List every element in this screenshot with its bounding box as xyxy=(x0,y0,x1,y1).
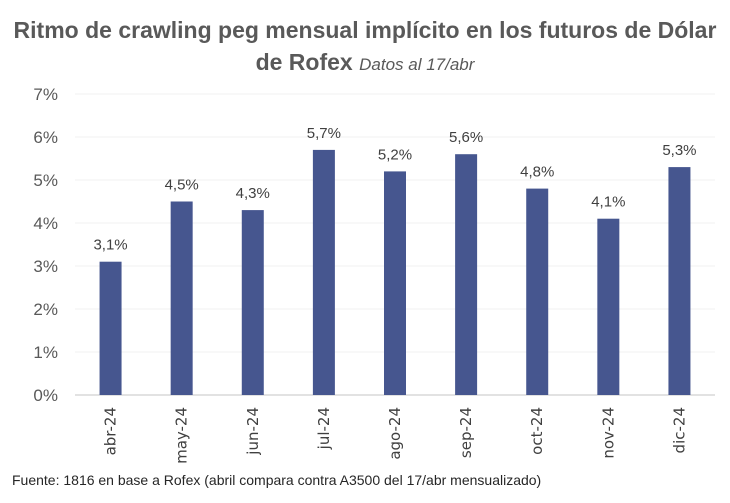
bar xyxy=(99,261,122,395)
chart-title-text: Ritmo de crawling peg mensual implícito … xyxy=(13,17,717,75)
bar xyxy=(241,210,264,395)
y-tick-label: 6% xyxy=(33,128,58,147)
x-tick-label: sep-24 xyxy=(457,407,475,458)
data-label: 4,5% xyxy=(165,177,199,194)
x-tick-label: ago-24 xyxy=(386,407,404,460)
bar xyxy=(526,188,549,395)
y-tick-label: 3% xyxy=(33,257,58,276)
bar xyxy=(597,218,620,395)
x-tick-label: jul-24 xyxy=(315,407,333,450)
x-tick-label: dic-24 xyxy=(670,407,688,453)
data-label: 5,7% xyxy=(307,125,341,142)
bar xyxy=(668,167,691,395)
y-tick-label: 2% xyxy=(33,300,58,319)
bar xyxy=(455,154,478,395)
y-tick-label: 0% xyxy=(33,386,58,405)
data-label: 5,2% xyxy=(378,146,412,163)
source-note: Fuente: 1816 en base a Rofex (abril comp… xyxy=(12,472,542,488)
y-tick-label: 4% xyxy=(33,214,58,233)
data-label: 5,3% xyxy=(662,142,696,159)
x-tick-label: may-24 xyxy=(173,407,191,464)
y-tick-label: 5% xyxy=(33,171,58,190)
bar xyxy=(384,171,406,395)
x-tick-label: oct-24 xyxy=(528,407,546,455)
x-tick-label: jun-24 xyxy=(244,407,262,456)
y-tick-label: 1% xyxy=(33,343,58,362)
x-tick-label: nov-24 xyxy=(599,407,617,459)
data-label: 4,1% xyxy=(591,194,625,211)
y-tick-label: 7% xyxy=(33,85,58,104)
x-tick-label: abr-24 xyxy=(102,407,120,455)
chart-title: Ritmo de crawling peg mensual implícito … xyxy=(0,14,730,81)
data-label: 3,1% xyxy=(93,237,127,254)
bar xyxy=(312,149,335,395)
data-label: 4,3% xyxy=(236,185,270,202)
data-label: 5,6% xyxy=(449,129,483,146)
bar xyxy=(170,201,193,395)
data-label: 4,8% xyxy=(520,164,554,181)
chart-subtitle: Datos al 17/abr xyxy=(359,55,475,74)
